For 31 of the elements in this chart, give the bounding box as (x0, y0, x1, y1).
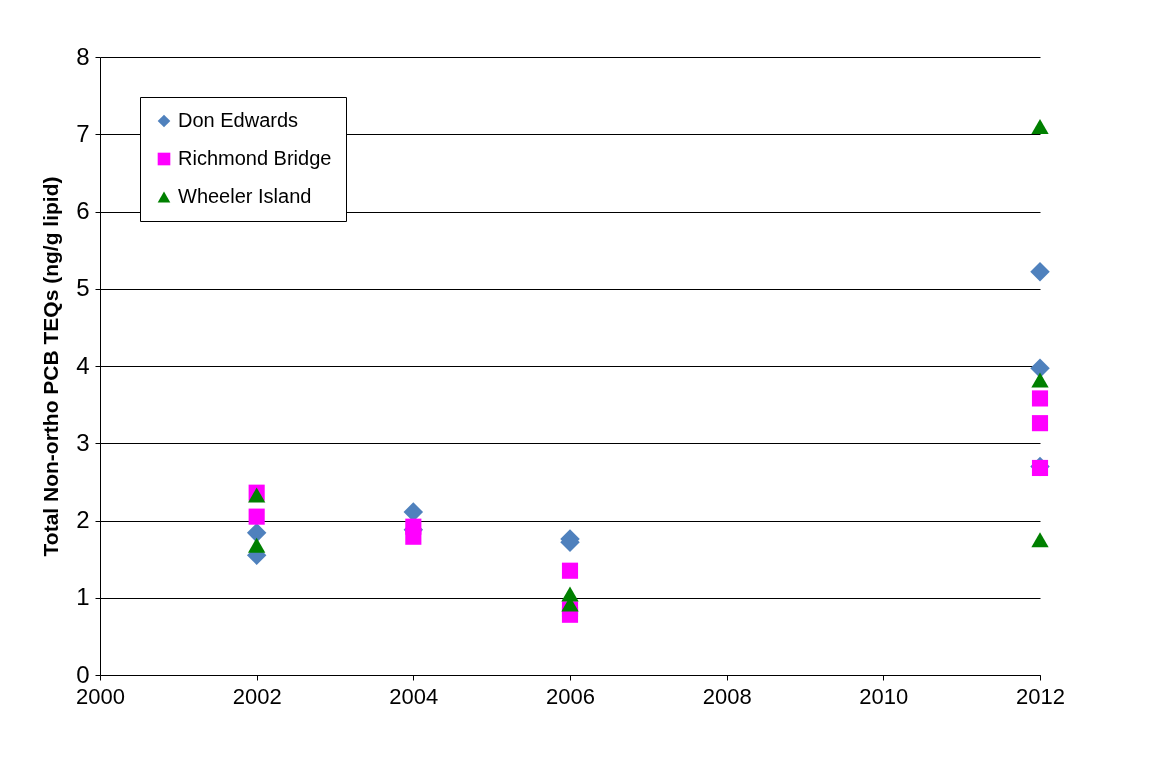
x-tick-label: 2008 (702, 683, 752, 709)
point (1031, 119, 1049, 135)
point (1031, 372, 1049, 388)
x-tick-label: 2004 (389, 683, 439, 709)
y-tick-label: 3 (76, 428, 90, 456)
point (403, 502, 424, 522)
legend-label: Wheeler Island (178, 185, 312, 207)
y-tick-label: 2 (76, 506, 90, 533)
y-axis-title: Total Non-ortho PCB TEQs (ng/g lipid) (39, 176, 63, 557)
legend-label: Don Edwards (178, 109, 299, 131)
legend-label: Richmond Bridge (178, 147, 332, 169)
point (1030, 262, 1050, 282)
point (248, 508, 265, 525)
y-tick-label: 6 (76, 197, 90, 224)
x-tick-label: 2010 (859, 683, 909, 709)
x-tick-label: 2002 (232, 683, 282, 709)
y-tick-label: 5 (76, 274, 90, 302)
x-tick-label: 2006 (546, 683, 595, 709)
y-tick-label: 7 (76, 119, 90, 147)
y-tick-label: 8 (76, 42, 90, 70)
point (561, 562, 579, 579)
y-tick-label: 1 (76, 583, 90, 611)
point (248, 537, 266, 553)
point (1031, 532, 1049, 548)
x-tick-label: 2012 (1016, 683, 1065, 709)
point (1031, 390, 1049, 407)
point (1031, 415, 1049, 432)
y-tick-label: 4 (76, 351, 90, 379)
point (1030, 358, 1050, 379)
point (246, 523, 267, 543)
point (405, 528, 422, 545)
